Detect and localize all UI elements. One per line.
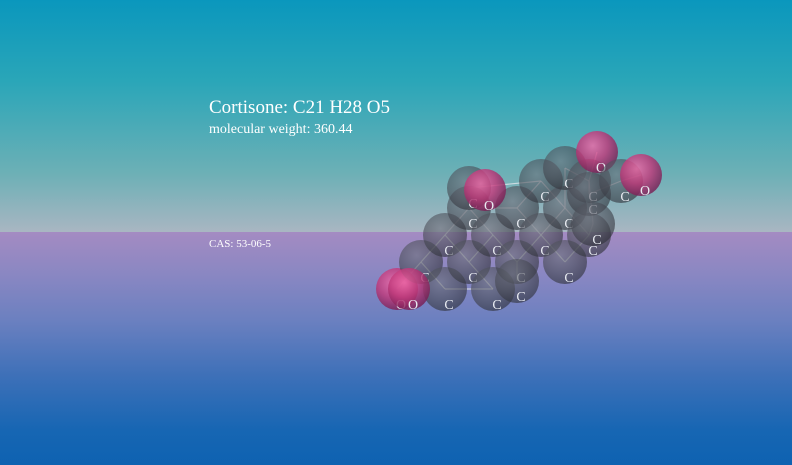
background-upper (0, 0, 792, 232)
atom-label: C (540, 244, 549, 259)
atom-label: C (592, 233, 601, 248)
atom-label: O (408, 298, 418, 313)
atom-label: C (444, 298, 453, 313)
atom-sphere (464, 169, 506, 211)
atom-label: C (540, 190, 549, 205)
atom-sphere (571, 202, 615, 246)
oxygen-atom[interactable]: O (388, 268, 430, 313)
atom-label: O (596, 161, 606, 176)
atom-label: C (564, 271, 573, 286)
atom-label: O (484, 199, 494, 214)
carbon-atom[interactable]: C (495, 259, 539, 305)
cas-number: CAS: 53-06-5 (209, 238, 272, 250)
atom-label: C (444, 244, 453, 259)
oxygen-atom[interactable]: O (620, 154, 662, 199)
molecular-weight: molecular weight: 360.44 (209, 122, 353, 137)
atom-label: C (516, 290, 525, 305)
atom-label: C (516, 217, 525, 232)
atom-layer: OCCCCCCCCCCCCCCCCCOCCOCOOC (376, 131, 662, 313)
atom-label: C (492, 244, 501, 259)
carbon-atom[interactable]: C (571, 202, 615, 248)
atom-label: C (588, 244, 597, 259)
oxygen-atom[interactable]: O (576, 131, 618, 176)
atom-sphere (576, 131, 618, 173)
atom-label: O (640, 184, 650, 199)
atom-label: C (564, 217, 573, 232)
atom-sphere (388, 268, 430, 310)
oxygen-atom[interactable]: O (464, 169, 506, 214)
atom-sphere (620, 154, 662, 196)
atom-label: C (468, 271, 477, 286)
atom-label: C (492, 298, 501, 313)
atom-label: C (620, 190, 629, 205)
atom-sphere (495, 259, 539, 303)
atom-label: C (468, 217, 477, 232)
molecule-title: Cortisone: C21 H28 O5 (209, 97, 391, 118)
